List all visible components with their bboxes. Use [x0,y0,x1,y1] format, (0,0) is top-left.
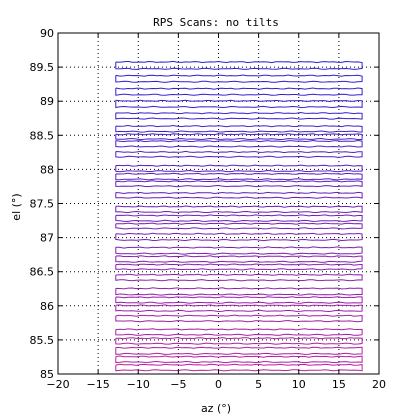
y-tick-label: 89.5 [30,61,55,74]
y-tick-label: 85 [40,368,54,381]
scan-trace [115,74,363,83]
scan-trace [115,296,363,304]
axes [57,32,380,375]
scan-trace [115,273,363,282]
scan-trace [115,150,363,158]
y-tick-label: 88 [40,163,54,176]
scan-trace [115,304,363,313]
y-tick-label: 87 [40,232,54,245]
scan-trace [115,363,363,372]
scan-trace [115,124,363,133]
x-tick-label: 10 [292,378,306,391]
x-tick-label: 20 [372,378,386,391]
scan-traces [115,60,363,372]
scan-trace [115,232,363,242]
scan-trace [115,314,363,323]
scan-trace [115,328,363,336]
scan-trace [115,263,363,271]
y-tick-label: 89 [40,95,54,108]
y-tick-label: 86.5 [30,266,55,279]
scan-trace [115,214,363,223]
scan-trace [115,246,363,255]
x-tick-label: 0 [215,378,222,391]
x-tick-label: −10 [127,378,150,391]
scan-trace [115,60,363,70]
y-axis-title: el (°) [10,193,23,220]
scan-trace [115,255,363,263]
scan-trace [115,191,363,199]
x-axis-title: az (°) [201,402,231,415]
scan-trace [115,172,363,181]
scan-trace [115,355,363,364]
x-tick-label: 5 [255,378,262,391]
scan-trace [115,99,363,109]
y-tick-label: 87.5 [30,198,55,211]
scan-trace [115,337,363,345]
x-tick-label: 15 [332,378,346,391]
scan-trace [115,222,363,230]
scan-trace [115,287,363,296]
y-tick-label: 88.5 [30,129,55,142]
x-tick-label: −15 [87,378,110,391]
scan-trace [115,139,363,148]
chart-title: RPS Scans: no tilts [153,16,279,29]
scan-trace [115,133,363,141]
scan-trace [115,346,363,355]
tick-labels: −20 −15 −10 −5 0 5 10 15 20 85 85.5 86 86.5 87 87.5 88 8… [30,27,387,391]
scan-trace [115,180,363,188]
y-tick-label: 86 [40,300,54,313]
x-tick-label: −20 [46,378,69,391]
scan-trace [115,87,363,96]
x-tick-label: −5 [170,378,186,391]
y-tick-label: 90 [40,27,54,40]
scan-trace [115,164,363,173]
scan-trace [115,111,363,120]
y-tick-label: 85.5 [30,334,55,347]
scan-trace [115,205,363,214]
